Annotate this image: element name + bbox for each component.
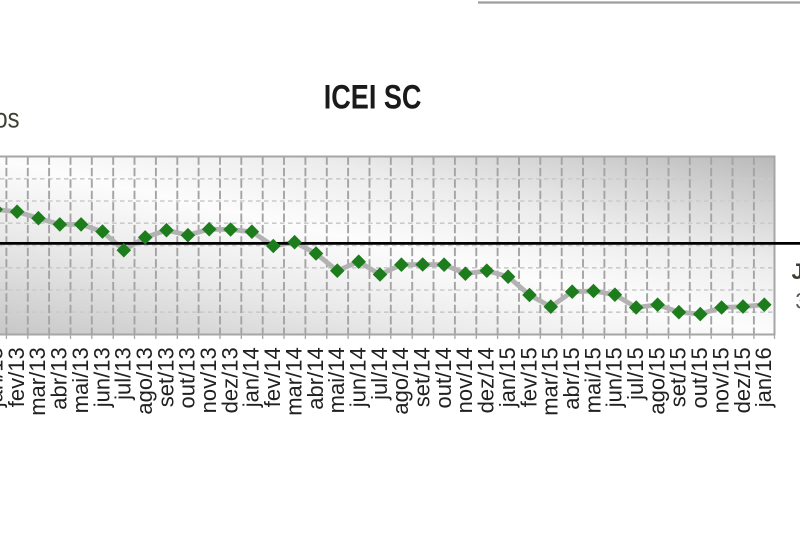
svg-text:dez/15: dez/15 (730, 347, 755, 413)
svg-text:ago/13: ago/13 (132, 347, 157, 414)
svg-text:jun/15: jun/15 (602, 347, 627, 408)
svg-text:mai/15: mai/15 (580, 347, 605, 413)
svg-text:set/15: set/15 (666, 347, 691, 407)
svg-text:out/14: out/14 (431, 347, 456, 408)
svg-text:mar/14: mar/14 (281, 347, 306, 415)
svg-text:38,3: 38,3 (795, 288, 800, 313)
svg-text:jun/14: jun/14 (346, 347, 371, 408)
svg-text:abr/15: abr/15 (559, 347, 584, 409)
svg-text:jan/15: jan/15 (495, 347, 520, 408)
svg-text:dez/13: dez/13 (217, 347, 242, 413)
svg-text:abr/14: abr/14 (303, 347, 328, 409)
svg-text:nov/14: nov/14 (452, 347, 477, 413)
svg-text:jun/13: jun/13 (89, 347, 114, 408)
svg-text:set/13: set/13 (153, 347, 178, 407)
svg-text:mai/14: mai/14 (324, 347, 349, 413)
svg-text:fev/14: fev/14 (260, 347, 285, 407)
svg-text:nov/13: nov/13 (196, 347, 221, 413)
svg-text:jan/14: jan/14 (239, 347, 264, 408)
svg-text:fev/13: fev/13 (4, 347, 29, 407)
svg-text:ago/14: ago/14 (388, 347, 413, 414)
svg-text:Em pontos: Em pontos (0, 102, 20, 134)
svg-text:set/14: set/14 (410, 347, 435, 407)
svg-text:ago/15: ago/15 (644, 347, 669, 414)
svg-text:out/15: out/15 (687, 347, 712, 408)
svg-text:out/13: out/13 (175, 347, 200, 408)
svg-text:jul/15: jul/15 (623, 347, 648, 401)
svg-text:fev/15: fev/15 (516, 347, 541, 407)
svg-text:jul/14: jul/14 (367, 347, 392, 401)
svg-text:jul/13: jul/13 (111, 347, 136, 401)
svg-text:jan/13: jan/13 (0, 347, 8, 408)
svg-text:mar/15: mar/15 (538, 347, 563, 415)
svg-text:jan/16: jan/16 (751, 347, 776, 408)
svg-text:mar/13: mar/13 (25, 347, 50, 415)
svg-text:Jan/16: Jan/16 (792, 259, 800, 284)
svg-text:mai/13: mai/13 (68, 347, 93, 413)
svg-text:ICEI SC: ICEI SC (324, 77, 422, 116)
svg-text:nov/15: nov/15 (708, 347, 733, 413)
svg-text:abr/13: abr/13 (47, 347, 72, 409)
svg-text:dez/14: dez/14 (474, 347, 499, 413)
